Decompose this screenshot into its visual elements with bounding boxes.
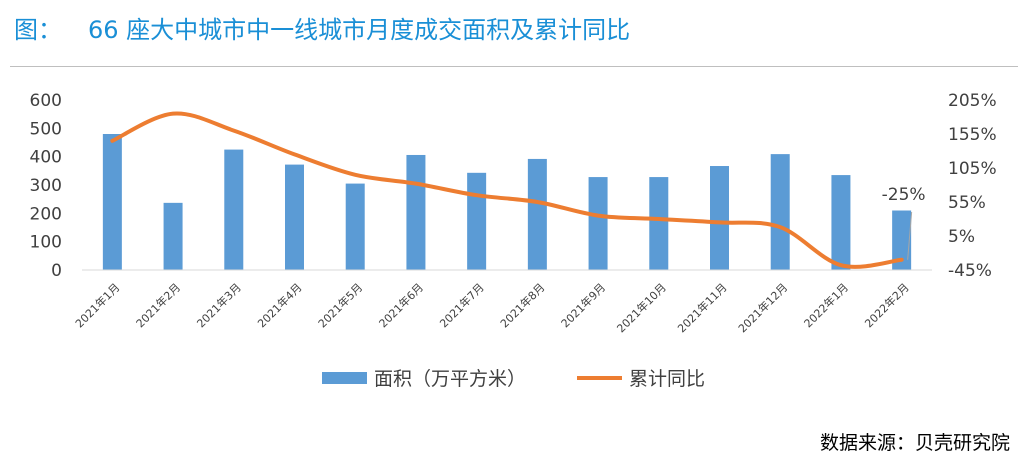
x-axis-tick: 2021年6月 xyxy=(376,280,426,330)
bar xyxy=(588,177,608,270)
left-axis-tick: 100 xyxy=(30,233,62,253)
bar xyxy=(467,172,487,270)
bar xyxy=(831,175,851,270)
title-text: 66 座大中城市中一线城市月度成交面积及累计同比 xyxy=(88,16,631,44)
bar xyxy=(285,164,304,270)
left-axis-tick: 200 xyxy=(30,204,62,224)
legend-line-label: 累计同比 xyxy=(629,368,705,390)
x-axis-tick: 2021年2月 xyxy=(133,280,183,330)
x-axis-tick: 2021年11月 xyxy=(674,280,729,335)
right-axis-tick: 55% xyxy=(948,193,986,213)
bar xyxy=(406,154,426,270)
data-label: -25% xyxy=(882,185,926,205)
bar xyxy=(770,154,790,270)
x-axis-tick: 2021年1月 xyxy=(72,280,122,330)
x-axis-tick: 2021年8月 xyxy=(497,280,547,330)
title-prefix: 图： xyxy=(14,16,62,44)
x-axis-tick: 2021年4月 xyxy=(254,280,304,330)
left-axis-tick: 0 xyxy=(51,261,62,281)
line-series xyxy=(110,111,904,269)
right-axis-tick: -45% xyxy=(948,261,992,281)
x-axis-tick: 2021年12月 xyxy=(735,280,790,335)
bar xyxy=(527,158,547,270)
bar xyxy=(224,149,244,270)
right-axis-tick: 105% xyxy=(948,159,997,179)
title-divider xyxy=(10,66,1018,67)
bar xyxy=(102,134,122,270)
source-note: 数据来源：贝壳研究院 xyxy=(819,432,1010,454)
left-axis-tick: 300 xyxy=(30,176,62,196)
x-axis-tick: 2021年3月 xyxy=(194,280,244,330)
left-axis-tick: 600 xyxy=(30,91,62,111)
legend-bar-swatch xyxy=(322,372,367,384)
x-axis-tick: 2021年10月 xyxy=(614,280,669,335)
bar xyxy=(163,202,183,270)
x-axis-tick: 2022年2月 xyxy=(862,280,912,330)
chart-title: 图： 66 座大中城市中一线城市月度成交面积及累计同比 xyxy=(14,10,630,45)
annotation-leader xyxy=(907,211,913,260)
x-axis-tick: 2021年5月 xyxy=(315,280,365,330)
bar xyxy=(345,183,365,270)
bar xyxy=(710,166,729,270)
right-axis-tick: 205% xyxy=(948,91,997,111)
x-axis-tick: 2021年7月 xyxy=(437,280,487,330)
left-axis-tick: 500 xyxy=(30,119,62,139)
bar xyxy=(649,177,669,270)
x-axis-tick: 2022年1月 xyxy=(801,280,851,330)
legend-bar-label: 面积（万平方米） xyxy=(374,368,526,390)
left-axis-tick: 400 xyxy=(30,148,62,168)
bar xyxy=(892,210,912,270)
right-axis-tick: 155% xyxy=(948,125,997,145)
right-axis-tick: 5% xyxy=(948,227,975,247)
x-axis-tick: 2021年9月 xyxy=(558,280,608,330)
